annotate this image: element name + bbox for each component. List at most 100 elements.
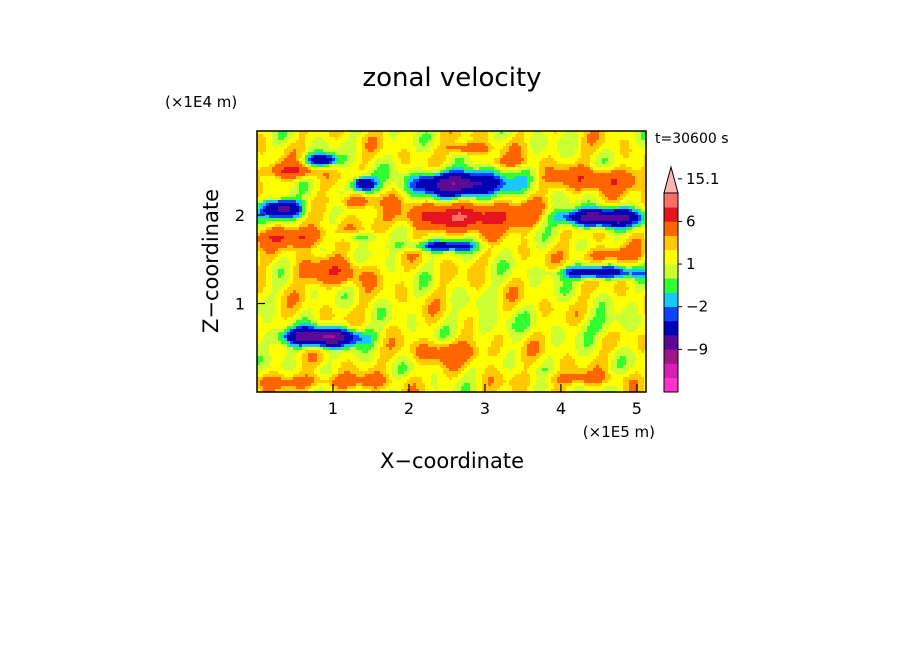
heatmap-cell	[593, 239, 597, 243]
heatmap-cell	[599, 212, 603, 216]
heatmap-cell	[401, 194, 405, 198]
heatmap-cell	[398, 239, 402, 243]
heatmap-cell	[611, 143, 615, 147]
heatmap-cell	[470, 221, 474, 225]
heatmap-cell	[305, 233, 309, 237]
heatmap-cell	[500, 221, 504, 225]
heatmap-cell	[584, 185, 588, 189]
heatmap-cell	[299, 131, 303, 135]
heatmap-cell	[452, 182, 456, 186]
heatmap-cell	[422, 203, 426, 207]
heatmap-cell	[572, 161, 576, 165]
heatmap-cell	[641, 236, 645, 240]
heatmap-cell	[530, 227, 534, 231]
heatmap-cell	[560, 134, 564, 138]
heatmap-cell	[533, 206, 537, 210]
heatmap-cell	[365, 149, 369, 153]
heatmap-cell	[605, 185, 609, 189]
heatmap-cell	[332, 170, 336, 174]
heatmap-cell	[323, 143, 327, 147]
heatmap-cell	[275, 221, 279, 225]
heatmap-cell	[359, 200, 363, 204]
heatmap-cell	[347, 152, 351, 156]
heatmap-cell	[401, 155, 405, 159]
heatmap-cell	[359, 230, 363, 234]
heatmap-cell	[638, 239, 642, 243]
heatmap-cell	[410, 218, 414, 222]
heatmap-cell	[470, 233, 474, 237]
heatmap-cell	[356, 140, 360, 144]
heatmap-cell	[446, 137, 450, 141]
heatmap-cell	[554, 173, 558, 177]
heatmap-cell	[470, 191, 474, 195]
heatmap-cell	[260, 203, 264, 207]
heatmap-cell	[326, 227, 330, 231]
heatmap-cell	[308, 146, 312, 150]
heatmap-cell	[386, 158, 390, 162]
heatmap-cell	[563, 227, 567, 231]
heatmap-cell	[599, 194, 603, 198]
heatmap-cell	[440, 230, 444, 234]
heatmap-cell	[515, 155, 519, 159]
heatmap-cell	[314, 185, 318, 189]
heatmap-cell	[461, 224, 465, 228]
heatmap-cell	[329, 161, 333, 165]
heatmap-cell	[623, 185, 627, 189]
heatmap-cell	[329, 143, 333, 147]
heatmap-cell	[464, 152, 468, 156]
heatmap-cell	[362, 167, 366, 171]
heatmap-cell	[281, 131, 285, 135]
heatmap-cell	[458, 209, 462, 213]
heatmap-cell	[614, 143, 618, 147]
heatmap-cell	[299, 143, 303, 147]
heatmap-cell	[623, 188, 627, 192]
heatmap-cell	[557, 143, 561, 147]
heatmap-cell	[503, 218, 507, 222]
heatmap-cell	[575, 152, 579, 156]
heatmap-cell	[443, 188, 447, 192]
heatmap-cell	[326, 167, 330, 171]
heatmap-cell	[629, 182, 633, 186]
heatmap-cell	[584, 152, 588, 156]
heatmap-cell	[509, 239, 513, 243]
heatmap-cell	[389, 209, 393, 213]
heatmap-cell	[482, 134, 486, 138]
heatmap-cell	[482, 155, 486, 159]
heatmap-cell	[428, 206, 432, 210]
heatmap-cell	[638, 194, 642, 198]
heatmap-cell	[296, 176, 300, 180]
heatmap-cell	[449, 140, 453, 144]
heatmap-cell	[599, 137, 603, 141]
heatmap-cell	[431, 143, 435, 147]
heatmap-cell	[374, 206, 378, 210]
heatmap-cell	[416, 134, 420, 138]
heatmap-cell	[563, 239, 567, 243]
heatmap-cell	[263, 176, 267, 180]
heatmap-cell	[596, 173, 600, 177]
heatmap-cell	[461, 221, 465, 225]
heatmap-cell	[308, 221, 312, 225]
heatmap-cell	[257, 191, 261, 195]
heatmap-cell	[539, 149, 543, 153]
heatmap-cell	[296, 158, 300, 162]
heatmap-cell	[395, 146, 399, 150]
heatmap-cell	[521, 200, 525, 204]
heatmap-cell	[419, 188, 423, 192]
heatmap-cell	[284, 191, 288, 195]
heatmap-cell	[500, 170, 504, 174]
heatmap-cell	[284, 137, 288, 141]
heatmap-cell	[359, 146, 363, 150]
heatmap-cell	[608, 167, 612, 171]
heatmap-cell	[479, 185, 483, 189]
heatmap-cell	[326, 218, 330, 222]
heatmap-cell	[371, 191, 375, 195]
heatmap-cell	[368, 203, 372, 207]
heatmap-cell	[617, 200, 621, 204]
heatmap-cell	[545, 218, 549, 222]
heatmap-cell	[359, 212, 363, 216]
heatmap-cell	[299, 209, 303, 213]
heatmap-cell	[611, 221, 615, 225]
heatmap-cell	[428, 185, 432, 189]
heatmap-cell	[536, 194, 540, 198]
heatmap-cell	[434, 230, 438, 234]
